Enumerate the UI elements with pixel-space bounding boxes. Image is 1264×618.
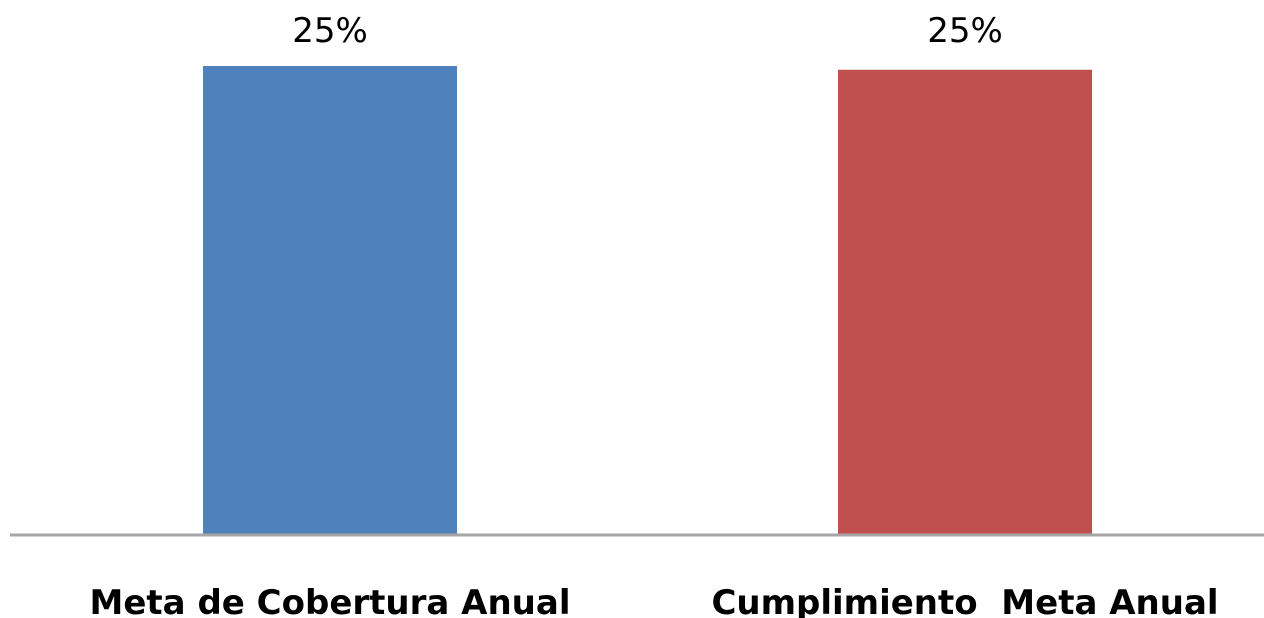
category-label-1: Meta de Cobertura Anual — [90, 583, 571, 618]
bar-value-label-2: 25% — [927, 11, 1003, 51]
category-label-2: Cumplimiento Meta Anual — [711, 583, 1218, 618]
bars-group — [203, 66, 1092, 535]
bar-value-label-1: 25% — [292, 11, 368, 51]
bar-2 — [838, 69, 1092, 535]
category-labels-group: Meta de Cobertura Anual Cumplimiento Meta… — [90, 583, 1219, 618]
value-labels-group: 25% 25% — [292, 11, 1003, 51]
bar-1 — [203, 66, 457, 535]
